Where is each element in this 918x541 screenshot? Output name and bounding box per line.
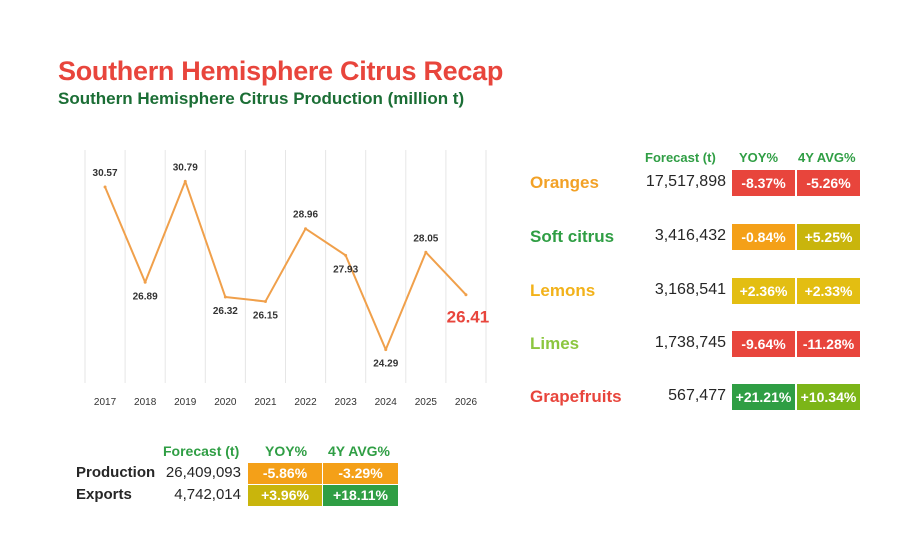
fruit-row-limes: Limes 1,738,745 -9.64% -11.28% bbox=[0, 331, 918, 357]
fruit-forecast: 567,477 bbox=[668, 387, 726, 404]
fruit-row-lemons: Lemons 3,168,541 +2.36% +2.33% bbox=[0, 278, 918, 304]
fruit-name: Soft citrus bbox=[530, 227, 615, 246]
production-line-chart: 30.57 26.89 30.79 26.32 26.15 28.96 27.93 24.29… bbox=[84, 150, 490, 408]
fruit-row-soft-citrus: Soft citrus 3,416,432 -0.84% +5.25% bbox=[0, 224, 918, 250]
summary-avg-cell: +18.11% bbox=[323, 485, 398, 506]
summary-forecast-header: Forecast (t) bbox=[163, 443, 240, 459]
data-point bbox=[103, 185, 107, 189]
fruit-yoy-cell: -8.37% bbox=[732, 170, 795, 196]
x-tick-label: 2024 bbox=[375, 397, 398, 408]
summary-avg-cell: -3.29% bbox=[323, 463, 398, 484]
summary-avg-header: 4Y AVG% bbox=[328, 443, 390, 459]
x-tick-label: 2020 bbox=[214, 397, 237, 408]
fruit-avg-cell: -11.28% bbox=[797, 331, 860, 357]
data-label: 26.32 bbox=[213, 306, 238, 317]
chart-subtitle: Southern Hemisphere Citrus Production (m… bbox=[58, 89, 465, 108]
page-title: Southern Hemisphere Citrus Recap bbox=[58, 56, 504, 86]
fruit-avg-cell: +10.34% bbox=[797, 384, 860, 410]
fruit-forecast: 3,416,432 bbox=[654, 227, 726, 244]
fruit-yoy-cell: -0.84% bbox=[732, 224, 795, 250]
x-tick-label: 2017 bbox=[94, 397, 117, 408]
data-label: 30.79 bbox=[173, 162, 198, 173]
data-point bbox=[344, 253, 348, 257]
fruit-name: Oranges bbox=[530, 173, 599, 192]
data-point bbox=[263, 299, 267, 303]
x-tick-label: 2023 bbox=[335, 397, 358, 408]
x-tick-label: 2021 bbox=[254, 397, 277, 408]
data-point bbox=[424, 250, 428, 254]
data-label: 27.93 bbox=[333, 264, 358, 275]
data-label: 26.89 bbox=[133, 291, 158, 302]
summary-row-label: Exports bbox=[76, 486, 132, 503]
x-tick-label: 2019 bbox=[174, 397, 197, 408]
summary-yoy-header: YOY% bbox=[265, 443, 308, 459]
x-tick-label: 2026 bbox=[455, 397, 478, 408]
fruit-forecast: 17,517,898 bbox=[645, 173, 726, 190]
fruit-row-grapefruits: Grapefruits 567,477 +21.21% +10.34% bbox=[0, 384, 918, 410]
summary-yoy-cell: +3.96% bbox=[248, 485, 322, 506]
x-tick-label: 2022 bbox=[294, 397, 317, 408]
x-tick-label: 2018 bbox=[134, 397, 157, 408]
fruit-avg-cell: -5.26% bbox=[797, 170, 860, 196]
data-point bbox=[464, 293, 468, 297]
data-point bbox=[143, 280, 147, 284]
summary-row-label: Production bbox=[76, 464, 156, 481]
fruit-name: Grapefruits bbox=[530, 387, 622, 406]
data-label: 26.15 bbox=[253, 310, 278, 321]
fruit-yoy-cell: +2.36% bbox=[732, 278, 795, 304]
data-label: 24.29 bbox=[373, 359, 398, 370]
fruit-name: Lemons bbox=[530, 281, 596, 300]
summary-yoy-cell: -5.86% bbox=[248, 463, 322, 484]
fruit-row-oranges: Oranges 17,517,898 -8.37% -5.26% bbox=[0, 170, 918, 196]
fruit-forecast: 3,168,541 bbox=[654, 281, 726, 298]
data-point bbox=[223, 295, 227, 299]
data-label: 28.96 bbox=[293, 210, 318, 221]
fruit-avg-cell: +2.33% bbox=[797, 278, 860, 304]
data-point bbox=[183, 179, 187, 183]
fruit-table-avg-header: 4Y AVG% bbox=[798, 150, 856, 165]
fruit-table-yoy-header: YOY% bbox=[739, 150, 779, 165]
x-tick-label: 2025 bbox=[415, 397, 438, 408]
data-label: 28.05 bbox=[413, 233, 438, 244]
data-point bbox=[384, 348, 388, 352]
fruit-yoy-cell: -9.64% bbox=[732, 331, 795, 357]
fruit-avg-cell: +5.25% bbox=[797, 224, 860, 250]
fruit-forecast: 1,738,745 bbox=[654, 334, 726, 351]
fruit-name: Limes bbox=[530, 334, 580, 353]
fruit-yoy-cell: +21.21% bbox=[732, 384, 795, 410]
data-point bbox=[304, 227, 308, 231]
fruit-table-forecast-header: Forecast (t) bbox=[645, 150, 716, 165]
summary-row-forecast: 4,742,014 bbox=[174, 486, 241, 503]
data-label: 30.57 bbox=[93, 168, 118, 179]
series-line bbox=[104, 180, 467, 351]
data-label: 26.41 bbox=[447, 308, 490, 327]
summary-row-forecast: 26,409,093 bbox=[165, 464, 241, 481]
